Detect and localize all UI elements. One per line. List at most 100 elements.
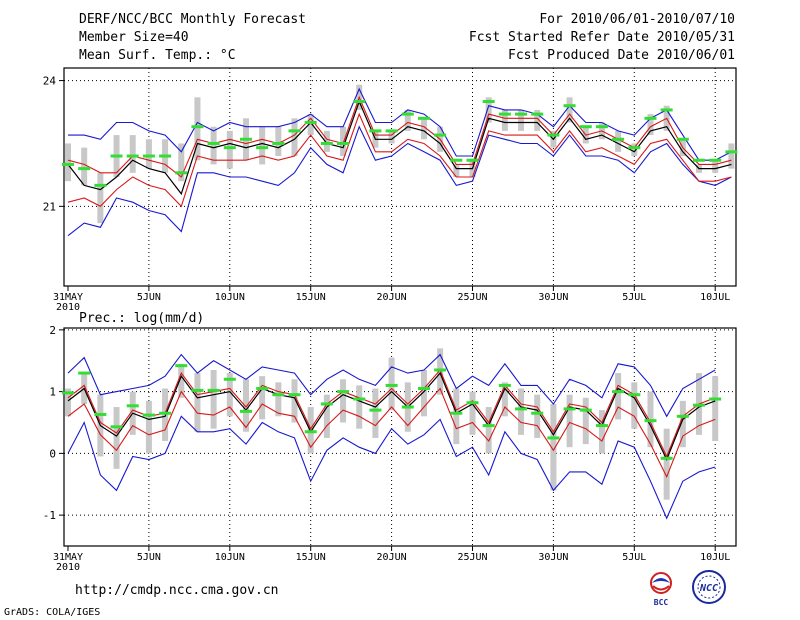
forecast-marker: [223, 377, 236, 381]
member-spread-bar: [663, 428, 670, 500]
forecast-marker: [660, 456, 673, 460]
forecast-period: For 2010/06/01-2010/07/10: [539, 12, 735, 27]
x-tick-label: 31MAY: [53, 292, 83, 303]
forecast-marker: [612, 137, 625, 141]
y-tick-label: 24: [43, 75, 57, 88]
member-spread-bar: [194, 373, 201, 432]
forecast-marker: [159, 154, 172, 158]
member-spread-bar: [307, 114, 314, 136]
member-spread-bar: [518, 109, 525, 131]
forecast-marker: [498, 112, 511, 116]
member-spread-bar: [340, 379, 347, 423]
member-spread-bar: [550, 403, 557, 491]
forecast-marker: [239, 409, 252, 413]
member-spread-bar: [307, 407, 314, 454]
member-spread-bar: [210, 369, 217, 429]
member-spread-bar: [518, 388, 525, 435]
forecast-marker: [142, 154, 155, 158]
member-spread-bar: [145, 139, 152, 169]
forecast-marker: [644, 116, 657, 120]
series-outer-upper-line: [67, 353, 716, 418]
forecast-marker: [272, 393, 285, 397]
precip-panel-label: Prec.: log(mm/d): [79, 311, 205, 326]
forecast-marker: [466, 158, 479, 162]
forecast-marker: [709, 158, 722, 162]
forecast-marker: [223, 146, 236, 150]
forecast-marker: [369, 129, 382, 133]
member-spread-bar: [728, 143, 735, 169]
member-spread-bar: [372, 388, 379, 438]
forecast-marker: [482, 100, 495, 104]
forecast-marker: [337, 390, 350, 394]
forecast-marker: [450, 158, 463, 162]
forecast-marker: [191, 125, 204, 129]
forecast-marker: [563, 104, 576, 108]
forecast-marker: [239, 137, 252, 141]
forecast-marker: [369, 408, 382, 412]
forecast-marker: [628, 393, 641, 397]
series-inner-upper-line: [67, 368, 716, 458]
forecast-marker: [401, 405, 414, 409]
forecast-marker: [515, 112, 528, 116]
forecast-marker: [320, 402, 333, 406]
member-spread-bar: [65, 143, 71, 182]
forecast-marker: [94, 183, 107, 187]
member-spread-bar: [275, 382, 282, 417]
member-spread-bar: [178, 363, 185, 398]
forecast-marker: [78, 167, 91, 171]
chart-title: DERF/NCC/BCC Monthly Forecast: [79, 12, 306, 27]
forecast-marker: [320, 141, 333, 145]
forecast-marker: [126, 154, 139, 158]
series-mean-line: [67, 99, 732, 196]
forecast-marker: [612, 390, 625, 394]
forecast-marker: [579, 408, 592, 412]
series-mean-line: [67, 371, 716, 461]
series-outer-lower-line: [67, 415, 716, 520]
logos: BCC NCC: [650, 570, 726, 607]
member-spread-bar: [615, 373, 622, 420]
member-spread-bar: [323, 394, 330, 438]
forecast-marker: [385, 383, 398, 387]
source-url[interactable]: http://cmdp.ncc.cma.gov.cn: [75, 583, 279, 598]
forecast-marker: [644, 419, 657, 423]
x-tick-label: 30JUN: [538, 552, 568, 563]
member-spread-bar: [501, 382, 508, 417]
x-tick-label: 25JUN: [457, 552, 487, 563]
grads-credit: GrADS: COLA/IGES: [4, 607, 101, 618]
member-spread-bar: [388, 357, 395, 411]
forecast-marker: [676, 414, 689, 418]
member-spread-bar: [356, 385, 363, 429]
forecast-marker: [709, 397, 722, 401]
chart-panel-2: 31MAY 5JUN 10JUN 15JUN 20JUN 25JUN 30JUN 5JUL 10…: [43, 324, 737, 573]
forecast-started-date: Fcst Started Refer Date 2010/05/31: [468, 30, 735, 45]
member-spread-bar: [566, 394, 573, 448]
member-spread-bar: [388, 130, 395, 144]
forecast-marker: [272, 141, 285, 145]
member-size-label: Member Size=40: [79, 30, 189, 45]
forecast-marker: [353, 100, 366, 104]
forecast-marker: [175, 171, 188, 175]
x-year-label: 2010: [56, 562, 80, 573]
member-spread-bar: [453, 388, 460, 445]
member-spread-bar: [501, 109, 508, 131]
forecast-marker: [62, 391, 74, 395]
x-tick-label: 31MAY: [53, 552, 83, 563]
forecast-marker: [547, 436, 560, 440]
member-spread-bar: [81, 147, 88, 186]
forecast-marker: [676, 137, 689, 141]
forecast-marker: [142, 413, 155, 417]
member-spread-bar: [210, 126, 217, 165]
y-tick-label: 21: [43, 200, 56, 213]
forecast-marker: [628, 146, 641, 150]
x-tick-label: 25JUN: [457, 292, 487, 303]
x-tick-label: 5JUN: [137, 552, 161, 563]
forecast-marker: [660, 108, 673, 112]
forecast-marker: [401, 112, 414, 116]
forecast-marker: [256, 387, 269, 391]
x-tick-label: 10JUN: [215, 552, 245, 563]
member-spread-bar: [647, 114, 654, 136]
member-spread-bar: [404, 109, 411, 131]
forecast-marker: [353, 397, 366, 401]
forecast-marker: [450, 411, 463, 415]
member-spread-bar: [582, 397, 589, 445]
